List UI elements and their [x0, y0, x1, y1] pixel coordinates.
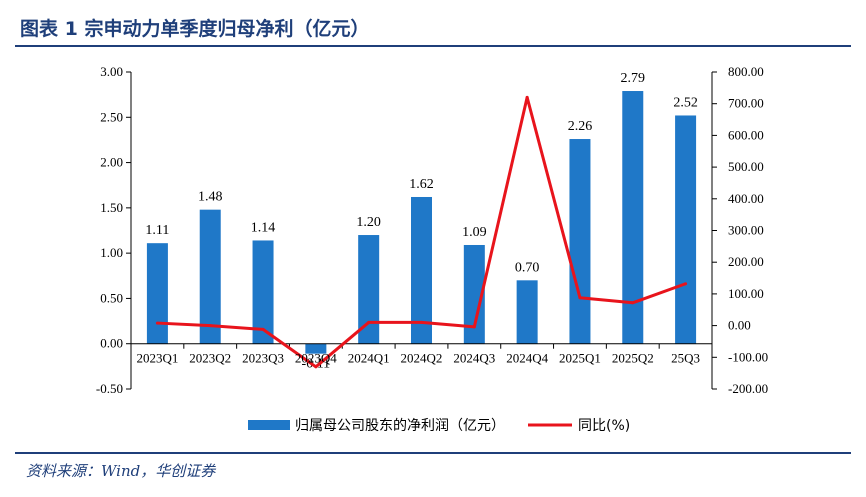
- left-axis-tick-label: 1.00: [100, 245, 123, 260]
- chart: 3.00 2.50 2.00 1.50 1.00 0.50 0.00 -0.50 800.00…: [96, 64, 768, 434]
- yoy-point: [631, 301, 635, 305]
- legend-line-label: 同比(%): [578, 418, 630, 434]
- category-label: 2023Q3: [242, 351, 284, 366]
- legend-bar-label: 归属母公司股东的净利润（亿元）: [295, 417, 505, 434]
- right-axis-tick-label: 400.00: [728, 191, 764, 206]
- bar: [463, 244, 485, 344]
- category-label: 2025Q1: [559, 351, 601, 366]
- yoy-point: [208, 324, 212, 328]
- yoy-point: [261, 327, 265, 331]
- bar-data-label: 0.70: [515, 260, 540, 275]
- right-axis-tick-label: -100.00: [728, 349, 768, 364]
- left-axis-tick-label: 3.00: [100, 64, 123, 79]
- bar: [569, 139, 591, 344]
- right-axis-tick-label: 0.00: [728, 318, 751, 333]
- source-note: 资料来源：Wind，华创证券: [26, 462, 216, 480]
- right-axis-tick-label: 600.00: [728, 127, 764, 142]
- bar: [358, 235, 380, 344]
- legend: 归属母公司股东的净利润（亿元） 同比(%): [248, 417, 630, 434]
- bar: [622, 91, 644, 344]
- left-axis-tick-label: 0.50: [100, 290, 123, 305]
- category-label: 2023Q1: [136, 351, 178, 366]
- line-series: [155, 95, 688, 369]
- yoy-point: [578, 296, 582, 300]
- bar: [146, 243, 168, 344]
- bar: [252, 240, 274, 344]
- yoy-point: [420, 320, 423, 324]
- category-label: 2024Q4: [506, 351, 548, 366]
- category-label: 2024Q3: [453, 351, 495, 366]
- left-axis-tick-label: 0.00: [100, 336, 123, 351]
- bar-data-label: 2.26: [568, 119, 593, 134]
- category-labels: 2023Q1 2023Q2 2023Q3 2023Q4 2024Q1 2024Q2 2024…: [136, 351, 700, 366]
- bar: [199, 209, 221, 344]
- category-label: 2024Q1: [348, 351, 390, 366]
- right-axis-tick-label: 800.00: [728, 64, 764, 79]
- bar: [411, 196, 432, 344]
- yoy-point: [525, 95, 529, 99]
- right-axis-tick-label: 300.00: [728, 223, 764, 238]
- category-label: 2025Q2: [612, 351, 654, 366]
- left-axis-tick-label: 2.50: [100, 109, 123, 124]
- bar-data-label: 2.79: [621, 71, 646, 86]
- category-label: 25Q3: [671, 351, 700, 366]
- left-axis-tick-label: 1.50: [100, 200, 123, 215]
- left-axis-tick-label: -0.50: [96, 381, 123, 396]
- bar-data-label: 1.20: [356, 215, 381, 230]
- title-rule: [15, 45, 851, 47]
- x-axis: [130, 343, 713, 349]
- right-axis: 800.00 700.00 600.00 500.00 400.00 300.00 200.…: [711, 64, 768, 396]
- right-axis-tick-label: 500.00: [728, 159, 764, 174]
- bar: [516, 280, 538, 344]
- bar-data-label: 1.09: [462, 225, 487, 240]
- right-axis-tick-label: 200.00: [728, 254, 764, 269]
- category-label: 2023Q4: [295, 351, 337, 366]
- bar-data-label: 1.48: [198, 190, 223, 205]
- bar-data-label: 2.52: [673, 95, 698, 110]
- bar: [675, 115, 697, 344]
- left-axis: 3.00 2.50 2.00 1.50 1.00 0.50 0.00 -0.50: [96, 64, 132, 396]
- source-rule: [15, 452, 851, 454]
- yoy-point: [155, 321, 159, 325]
- right-axis-tick-label: -200.00: [728, 381, 768, 396]
- right-axis-tick-label: 700.00: [728, 96, 764, 111]
- left-axis-tick-label: 2.00: [100, 155, 123, 170]
- yoy-point: [684, 282, 688, 286]
- right-axis-tick-label: 100.00: [728, 286, 764, 301]
- bar-data-label: 1.14: [251, 220, 276, 235]
- category-label: 2024Q2: [401, 351, 443, 366]
- yoy-point: [314, 365, 318, 369]
- bar-data-label: 1.62: [409, 177, 434, 192]
- bar-data-label: 1.11: [145, 223, 169, 238]
- yoy-point: [367, 320, 371, 324]
- figure-title: 图表 1 宗申动力单季度归母净利（亿元）: [20, 18, 370, 40]
- legend-bar-swatch: [248, 420, 290, 430]
- category-label: 2023Q2: [189, 351, 231, 366]
- bar: [305, 343, 327, 354]
- yoy-point: [472, 325, 476, 329]
